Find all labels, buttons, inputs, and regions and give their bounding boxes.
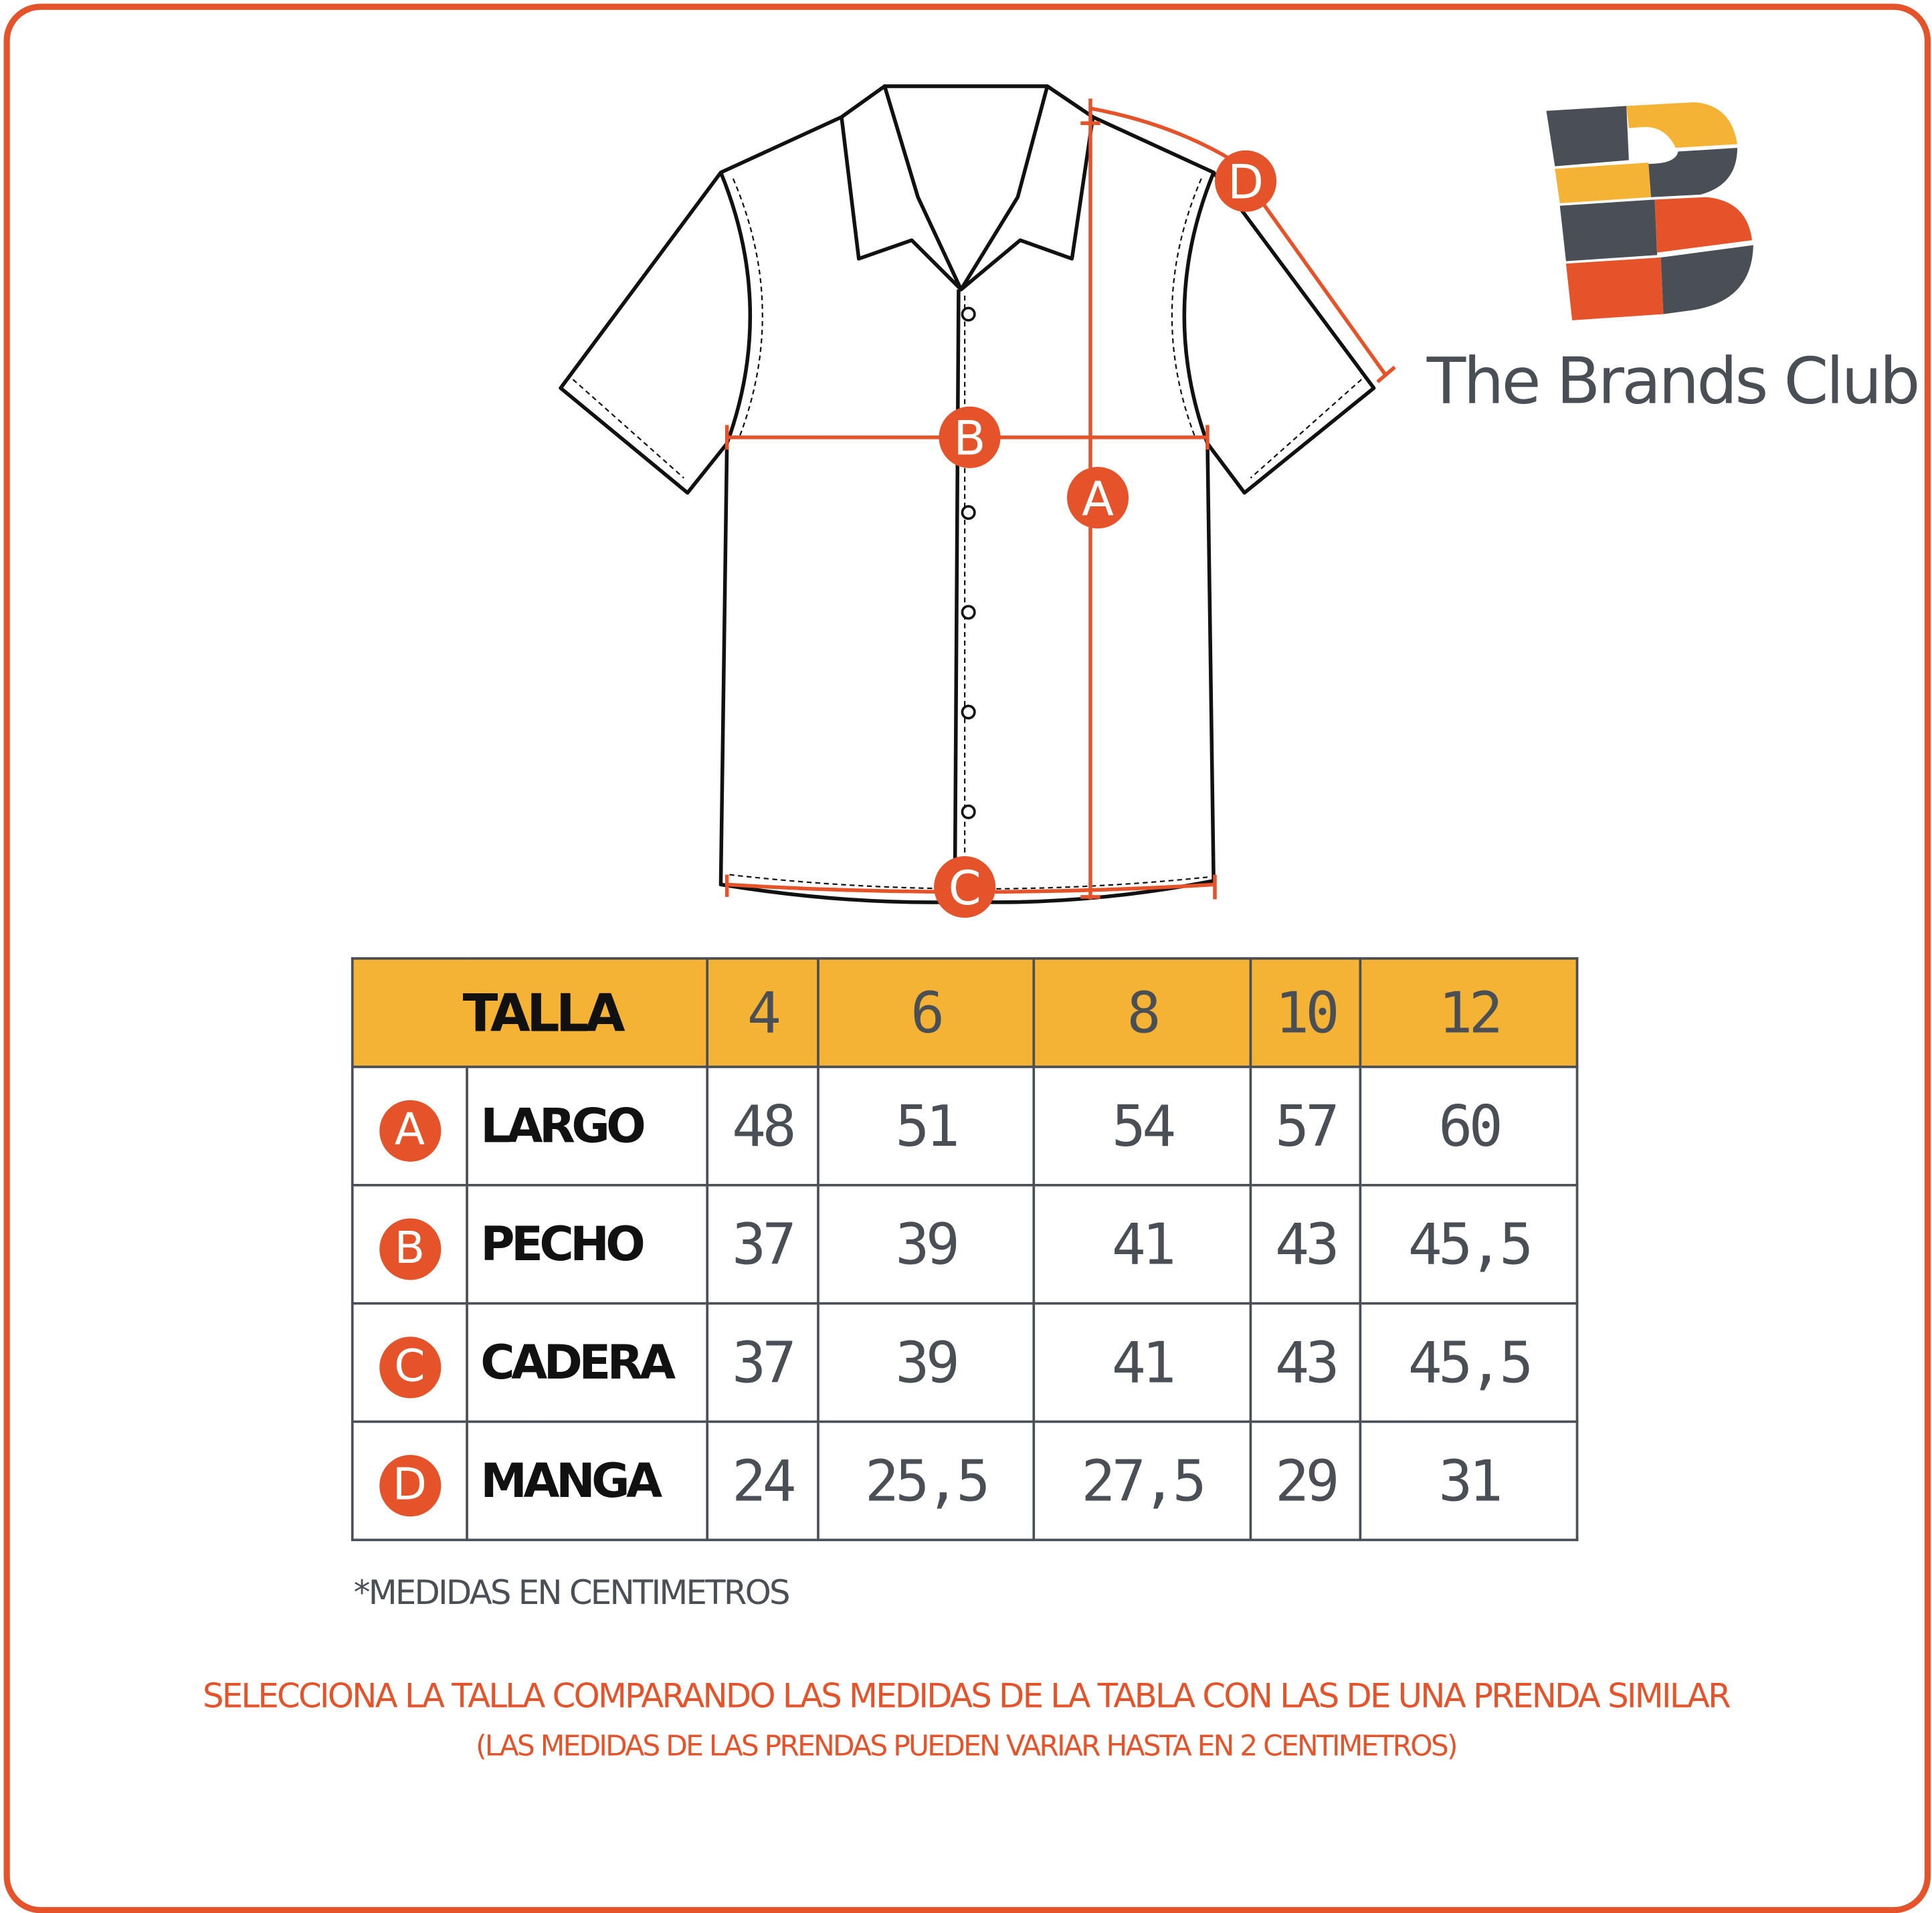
svg-text:D: D — [1228, 155, 1264, 210]
table-row: C CADERA 37 39 41 43 45,5 — [351, 1302, 1579, 1423]
row-marker: D — [351, 1420, 468, 1542]
value-cell: 43 — [1249, 1302, 1362, 1423]
row-label: PECHO — [466, 1183, 709, 1305]
value-cell: 31 — [1359, 1420, 1579, 1542]
row-marker: A — [351, 1066, 468, 1187]
header-size: 10 — [1249, 957, 1362, 1068]
value-cell: 45,5 — [1359, 1302, 1579, 1423]
marker-badge: C — [379, 1336, 441, 1398]
value-cell: 24 — [706, 1420, 819, 1542]
advice-line-1: SELECCIONA LA TALLA COMPARANDO LAS MEDID… — [202, 1678, 1731, 1716]
row-label: CADERA — [466, 1302, 709, 1423]
svg-text:B: B — [953, 411, 985, 466]
brand-name: The Brands Club — [1426, 344, 1921, 419]
table-row: A LARGO 48 51 54 57 60 — [351, 1066, 1579, 1187]
row-label: LARGO — [466, 1066, 709, 1187]
table-row: D MANGA 24 25,5 27,5 29 31 — [351, 1420, 1579, 1542]
header-size: 4 — [706, 957, 819, 1068]
units-note: *MEDIDAS EN CENTIMETROS — [353, 1574, 791, 1613]
marker-d: D — [1215, 150, 1277, 212]
svg-text:A: A — [1082, 472, 1114, 526]
value-cell: 37 — [706, 1183, 819, 1305]
brand-logo-b — [1546, 102, 1753, 320]
value-cell: 57 — [1249, 1066, 1362, 1187]
marker-c: C — [934, 856, 996, 918]
value-cell: 51 — [816, 1066, 1036, 1187]
table-header-row: TALLA 4 6 8 10 12 — [351, 957, 1579, 1068]
size-table: TALLA 4 6 8 10 12 A LARGO 48 51 54 57 60 B PECHO… — [351, 957, 1579, 1542]
value-cell: 39 — [816, 1302, 1036, 1423]
marker-badge: D — [379, 1454, 441, 1516]
marker-badge: B — [379, 1217, 441, 1280]
value-cell: 43 — [1249, 1183, 1362, 1305]
value-cell: 45,5 — [1359, 1183, 1579, 1305]
header-size: 6 — [816, 957, 1036, 1068]
measure-d-line — [1090, 106, 1396, 384]
row-marker: C — [351, 1302, 468, 1423]
value-cell: 37 — [706, 1302, 819, 1423]
marker-a: A — [1066, 467, 1129, 529]
row-marker: B — [351, 1183, 468, 1305]
value-cell: 39 — [816, 1183, 1036, 1305]
value-cell: 41 — [1032, 1183, 1252, 1305]
value-cell: 60 — [1359, 1066, 1579, 1187]
value-cell: 29 — [1249, 1420, 1362, 1542]
shirt-diagram: A B C D — [559, 84, 1753, 918]
value-cell: 41 — [1032, 1302, 1252, 1423]
row-label: MANGA — [466, 1420, 709, 1542]
header-size: 8 — [1032, 957, 1252, 1068]
collar-right — [959, 84, 1095, 292]
advice-line-2: (LAS MEDIDAS DE LAS PRENDAS PUEDEN VARIA… — [476, 1730, 1458, 1763]
header-talla: TALLA — [351, 957, 709, 1068]
svg-text:C: C — [949, 861, 981, 916]
value-cell: 48 — [706, 1066, 819, 1187]
buttons — [961, 306, 976, 819]
value-cell: 25,5 — [816, 1420, 1036, 1542]
marker-badge: A — [379, 1099, 441, 1161]
collar-left — [840, 84, 963, 292]
table-row: B PECHO 37 39 41 43 45,5 — [351, 1183, 1579, 1305]
value-cell: 27,5 — [1032, 1420, 1252, 1542]
value-cell: 54 — [1032, 1066, 1252, 1187]
border-frame — [3, 3, 1931, 1913]
marker-b: B — [939, 406, 1001, 468]
header-size: 12 — [1359, 957, 1579, 1068]
